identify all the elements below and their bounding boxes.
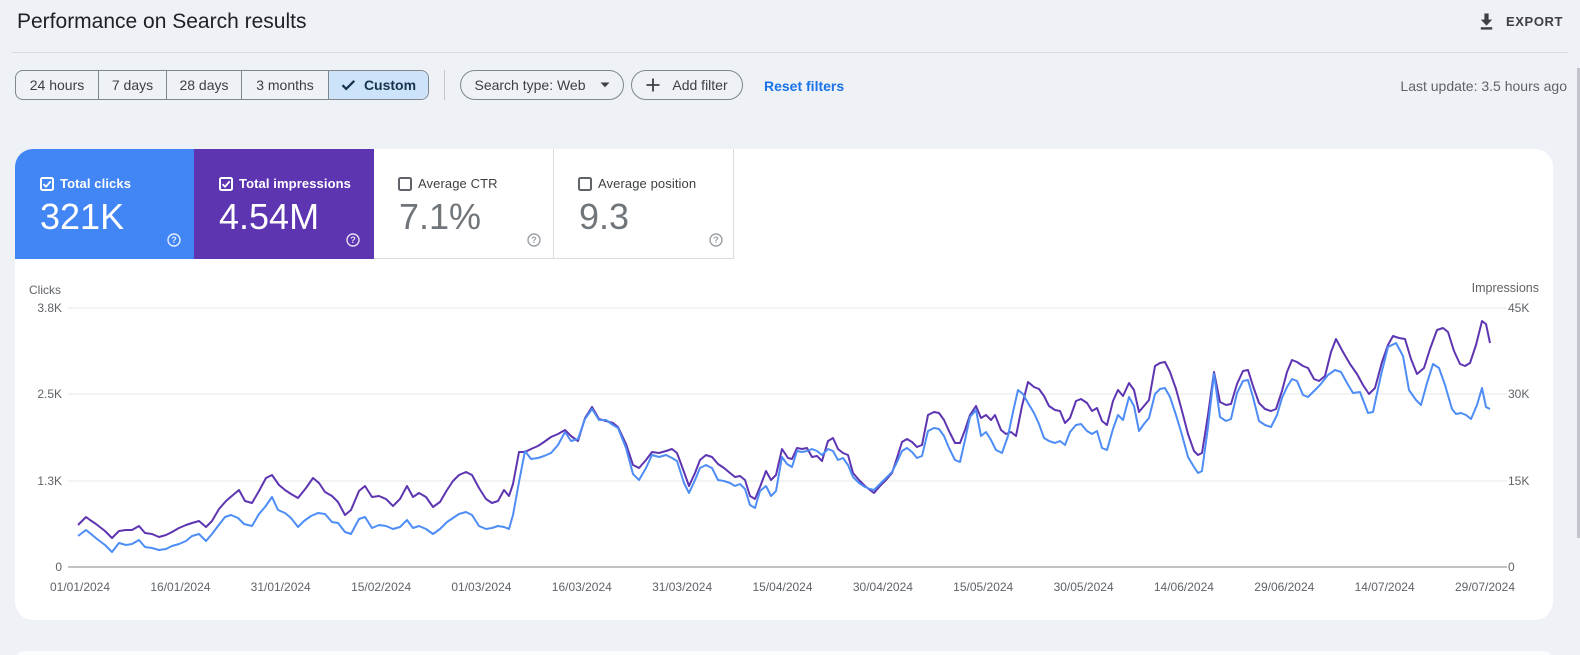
svg-text:15K: 15K xyxy=(1508,474,1529,488)
svg-text:16/01/2024: 16/01/2024 xyxy=(150,580,210,594)
svg-text:01/01/2024: 01/01/2024 xyxy=(50,580,110,594)
svg-text:?: ? xyxy=(171,235,177,245)
svg-text:16/03/2024: 16/03/2024 xyxy=(552,580,612,594)
svg-text:15/05/2024: 15/05/2024 xyxy=(953,580,1013,594)
svg-text:15/02/2024: 15/02/2024 xyxy=(351,580,411,594)
svg-text:?: ? xyxy=(350,235,356,245)
svg-text:2.5K: 2.5K xyxy=(37,387,62,401)
svg-text:?: ? xyxy=(531,235,537,245)
svg-text:0: 0 xyxy=(55,560,62,574)
svg-text:29/07/2024: 29/07/2024 xyxy=(1455,580,1515,594)
svg-text:14/06/2024: 14/06/2024 xyxy=(1154,580,1214,594)
svg-text:?: ? xyxy=(713,235,719,245)
svg-text:0: 0 xyxy=(1508,560,1515,574)
svg-text:14/07/2024: 14/07/2024 xyxy=(1355,580,1415,594)
svg-text:Impressions: Impressions xyxy=(1472,281,1539,295)
svg-text:31/03/2024: 31/03/2024 xyxy=(652,580,712,594)
svg-text:30/05/2024: 30/05/2024 xyxy=(1054,580,1114,594)
svg-text:3.8K: 3.8K xyxy=(37,301,62,315)
svg-text:Clicks: Clicks xyxy=(29,283,61,297)
svg-text:30K: 30K xyxy=(1508,387,1529,401)
svg-text:01/03/2024: 01/03/2024 xyxy=(451,580,511,594)
svg-text:30/04/2024: 30/04/2024 xyxy=(853,580,913,594)
svg-text:45K: 45K xyxy=(1508,301,1529,315)
svg-text:15/04/2024: 15/04/2024 xyxy=(752,580,812,594)
svg-text:29/06/2024: 29/06/2024 xyxy=(1254,580,1314,594)
svg-text:31/01/2024: 31/01/2024 xyxy=(251,580,311,594)
svg-text:1.3K: 1.3K xyxy=(37,474,62,488)
